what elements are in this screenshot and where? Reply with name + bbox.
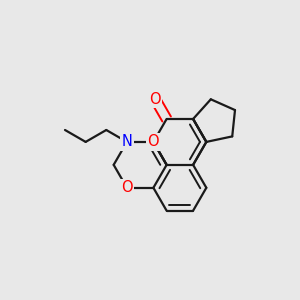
Text: O: O bbox=[121, 180, 133, 195]
Text: N: N bbox=[122, 134, 132, 149]
Text: O: O bbox=[148, 134, 159, 149]
Text: O: O bbox=[150, 92, 161, 107]
